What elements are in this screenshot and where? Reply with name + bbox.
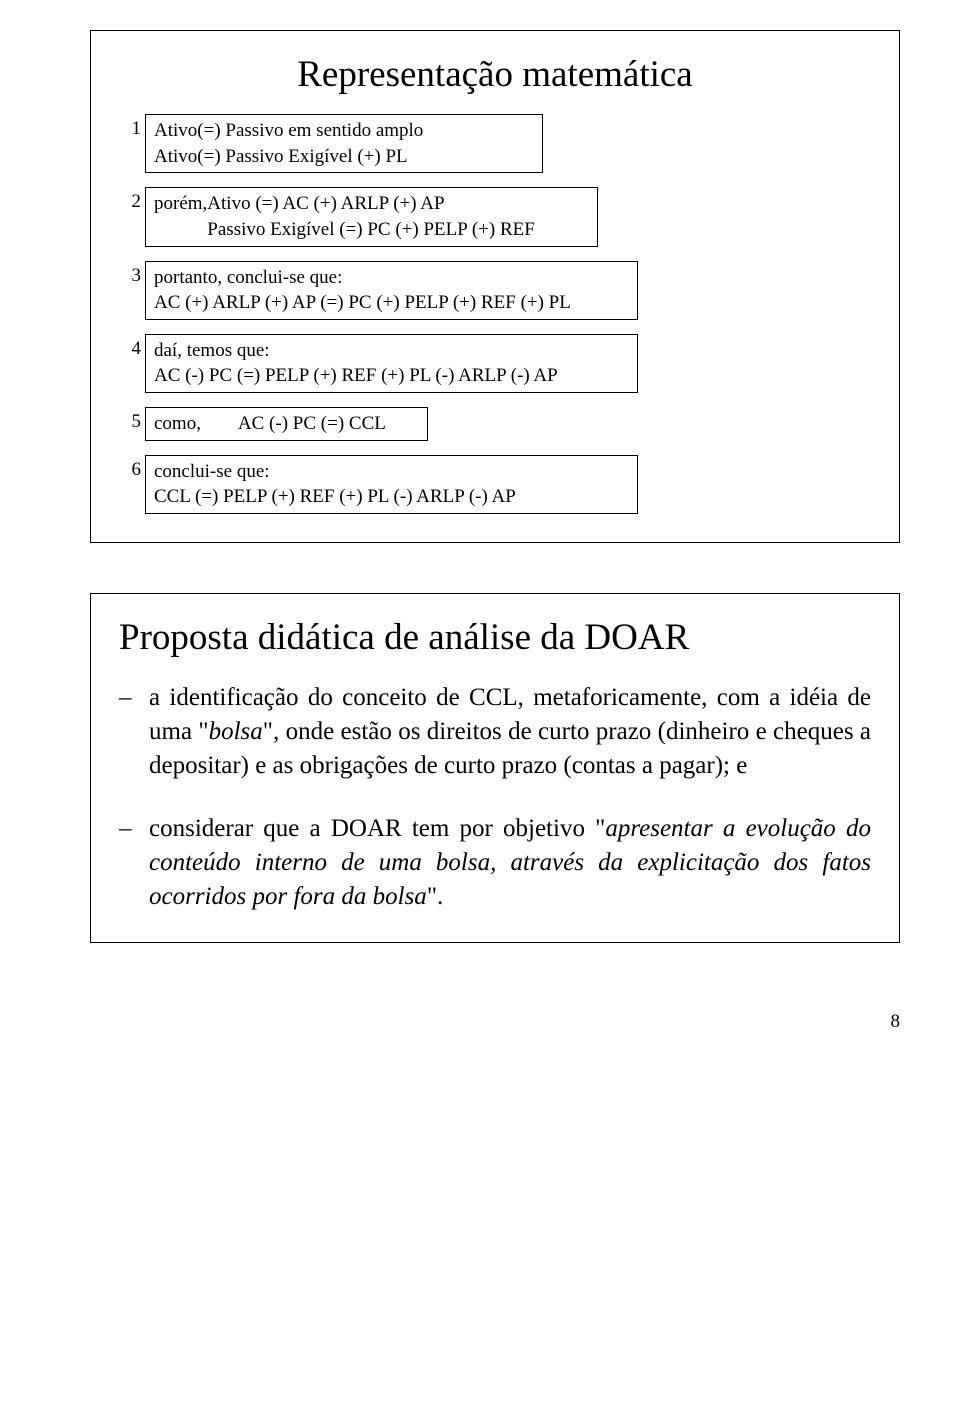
bullet-text: considerar que a DOAR tem por objetivo " <box>149 815 605 842</box>
eq-text: portanto, conclui-se que: <box>154 265 629 291</box>
row-number: 5 <box>119 407 145 441</box>
bullet-dash: – <box>119 812 132 846</box>
eq-text: AC (-) PC (=) PELP (+) REF (+) PL (-) AR… <box>154 363 629 389</box>
eq-text: daí, temos que: <box>154 338 629 364</box>
eq-label: Ativo <box>154 146 197 167</box>
row-number: 3 <box>119 261 145 320</box>
row-number: 1 <box>119 114 145 173</box>
equation-row-5: 5 como, AC (-) PC (=) CCL <box>119 407 871 441</box>
equation-row-4: 4 daí, temos que: AC (-) PC (=) PELP (+)… <box>119 334 871 393</box>
eq-text: (=) Passivo em sentido amplo <box>197 120 423 141</box>
equation-row-2: 2 porém, Ativo (=) AC (+) ARLP (+) AP Pa… <box>119 187 871 246</box>
equation-row-3: 3 portanto, conclui-se que: AC (+) ARLP … <box>119 261 871 320</box>
equation-box: como, AC (-) PC (=) CCL <box>145 407 428 441</box>
panel-representation: Representação matemática 1 Ativo (=) Pas… <box>90 30 900 543</box>
page: Representação matemática 1 Ativo (=) Pas… <box>0 0 960 1023</box>
row-number: 6 <box>119 455 145 514</box>
bullet-dash: – <box>119 681 132 715</box>
eq-text: Passivo Exigível (=) PC (+) PELP (+) REF <box>207 219 535 240</box>
eq-label: porém, <box>154 193 207 214</box>
panel2-title: Proposta didática de análise da DOAR <box>119 616 871 659</box>
eq-text: Ativo (=) AC (+) ARLP (+) AP <box>207 193 444 214</box>
equation-box: portanto, conclui-se que: AC (+) ARLP (+… <box>145 261 638 320</box>
eq-text: AC (+) ARLP (+) AP (=) PC (+) PELP (+) R… <box>154 290 629 316</box>
equation-box: conclui-se que: CCL (=) PELP (+) REF (+)… <box>145 455 638 514</box>
eq-text: CCL (=) PELP (+) REF (+) PL (-) ARLP (-)… <box>154 484 629 510</box>
equation-row-6: 6 conclui-se que: CCL (=) PELP (+) REF (… <box>119 455 871 514</box>
bullet-item-1: – a identificação do conceito de CCL, me… <box>119 681 871 782</box>
eq-label: Ativo <box>154 120 197 141</box>
row-number: 4 <box>119 334 145 393</box>
bullet-item-2: – considerar que a DOAR tem por objetivo… <box>119 812 871 913</box>
page-number: 8 <box>891 1011 901 1033</box>
equation-box: Ativo (=) Passivo em sentido amplo Ativo… <box>145 114 543 173</box>
italic-text: bolsa <box>209 718 263 745</box>
bullet-text: ". <box>427 883 443 910</box>
eq-text: conclui-se que: <box>154 459 629 485</box>
equation-box: daí, temos que: AC (-) PC (=) PELP (+) R… <box>145 334 638 393</box>
eq-text: como, AC (-) PC (=) CCL <box>154 411 419 437</box>
row-number: 2 <box>119 187 145 246</box>
panel-proposal: Proposta didática de análise da DOAR – a… <box>90 593 900 943</box>
equation-box: porém, Ativo (=) AC (+) ARLP (+) AP Pass… <box>145 187 598 246</box>
equation-row-1: 1 Ativo (=) Passivo em sentido amplo Ati… <box>119 114 871 173</box>
panel1-title: Representação matemática <box>119 53 871 96</box>
eq-text: (=) Passivo Exigível (+) PL <box>197 146 407 167</box>
